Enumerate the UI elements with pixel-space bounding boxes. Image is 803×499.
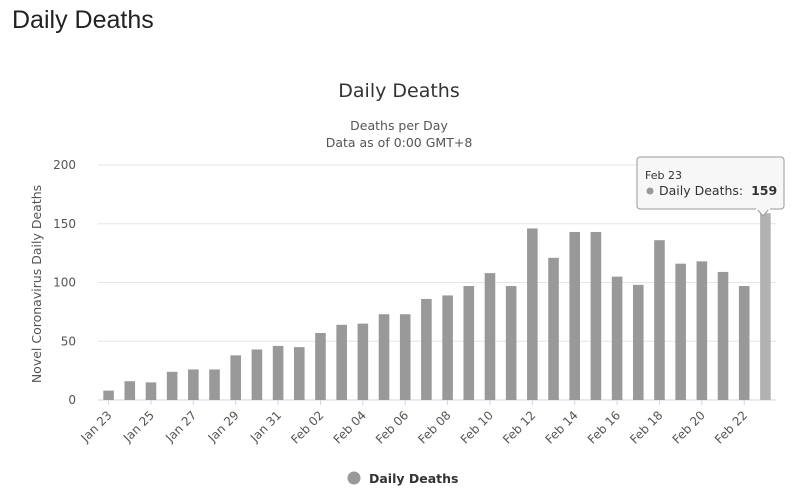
x-tick-label: Feb 10	[458, 408, 496, 446]
x-tick-label: Feb 02	[288, 408, 326, 446]
daily-deaths-bar-chart: Daily Deaths Deaths per Day Data as of 0…	[29, 80, 785, 486]
y-axis-label: Novel Coronavirus Daily Deaths	[29, 185, 44, 383]
legend-item-daily-deaths[interactable]: Daily Deaths	[347, 471, 459, 486]
chart-container: Daily Deaths Deaths per Day Data as of 0…	[0, 60, 803, 499]
x-tick-label: Jan 27	[162, 408, 199, 445]
bar-feb-20[interactable]	[696, 261, 708, 400]
bar-feb-04[interactable]	[357, 323, 369, 401]
bar-feb-08[interactable]	[442, 295, 453, 400]
y-tick-label: 50	[61, 334, 76, 348]
x-tick-label: Feb 18	[627, 408, 665, 446]
bar-feb-11[interactable]	[505, 286, 517, 400]
x-tick-label: Jan 23	[78, 408, 115, 445]
bar-feb-18[interactable]	[654, 240, 665, 400]
bar-feb-01[interactable]	[293, 347, 305, 401]
y-tick-label: 0	[68, 393, 76, 407]
bar-feb-02[interactable]	[315, 333, 326, 400]
bar-feb-06[interactable]	[399, 314, 411, 400]
bar-jan-23[interactable]	[103, 390, 114, 400]
bar-feb-15[interactable]	[590, 231, 602, 400]
y-tick-label: 200	[53, 158, 76, 172]
y-tick-label: 100	[53, 276, 76, 290]
y-tick-label: 150	[53, 217, 76, 231]
x-tick-label: Feb 14	[542, 408, 580, 446]
x-tick-label: Feb 22	[712, 408, 750, 446]
tooltip-value: 159	[751, 183, 777, 198]
x-tick-label: Jan 29	[205, 408, 242, 445]
bar-jan-30[interactable]	[251, 349, 263, 400]
legend-label: Daily Deaths	[369, 471, 458, 486]
chart-title: Daily Deaths	[338, 80, 459, 102]
tooltip-series-label: Daily Deaths:	[659, 183, 743, 198]
bar-feb-19[interactable]	[675, 263, 686, 400]
bar-jan-27[interactable]	[188, 369, 199, 400]
x-tick-label: Jan 25	[120, 408, 157, 445]
bar-feb-16[interactable]	[611, 276, 623, 401]
tooltip-box	[636, 156, 785, 210]
x-tick-label: Feb 08	[415, 408, 453, 446]
bar-jan-25[interactable]	[145, 382, 157, 401]
x-tick-label: Feb 12	[500, 408, 538, 446]
bar-feb-07[interactable]	[421, 298, 432, 400]
chart-subtitle-line-1: Deaths per Day	[350, 118, 448, 133]
x-tick-label: Feb 16	[585, 408, 623, 446]
y-axis-ticks: 0 50 100 150 200	[53, 158, 76, 407]
bar-feb-10[interactable]	[484, 273, 496, 400]
bar-jan-31[interactable]	[272, 345, 284, 400]
bar-jan-29[interactable]	[230, 355, 242, 400]
bar-feb-23[interactable]	[760, 213, 771, 400]
chart-subtitle-line-2: Data as of 0:00 GMT+8	[326, 135, 473, 150]
bar-feb-05[interactable]	[378, 314, 390, 400]
tooltip-category: Feb 23	[645, 169, 682, 182]
bar-jan-26[interactable]	[166, 371, 178, 400]
bars	[103, 213, 771, 401]
page-title: Daily Deaths	[12, 6, 154, 34]
x-tick-label: Jan 31	[247, 408, 284, 445]
bar-feb-09[interactable]	[463, 286, 475, 400]
bar-feb-17[interactable]	[632, 284, 644, 400]
x-tick-label: Feb 20	[670, 408, 708, 446]
x-tick-label: Feb 06	[373, 408, 411, 446]
tooltip-series-marker	[646, 187, 654, 195]
bar-feb-03[interactable]	[336, 324, 347, 400]
bar-feb-21[interactable]	[717, 271, 729, 400]
x-tick-label: Feb 04	[331, 408, 369, 446]
tooltip: Feb 23 Daily Deaths: 159	[636, 156, 785, 217]
svg-text:Daily Deaths: 159: Daily Deaths: 159	[659, 183, 777, 198]
bar-feb-13[interactable]	[548, 257, 559, 400]
bar-feb-22[interactable]	[738, 286, 750, 400]
bar-jan-28[interactable]	[209, 369, 220, 400]
bar-feb-12[interactable]	[527, 228, 538, 400]
legend-marker	[347, 471, 361, 485]
bar-feb-14[interactable]	[569, 231, 581, 400]
bar-jan-24[interactable]	[124, 381, 136, 400]
x-axis-ticks: Jan 23 Jan 25 Jan 27 Jan 29 Jan 31 Feb 02 Feb …	[78, 400, 750, 447]
